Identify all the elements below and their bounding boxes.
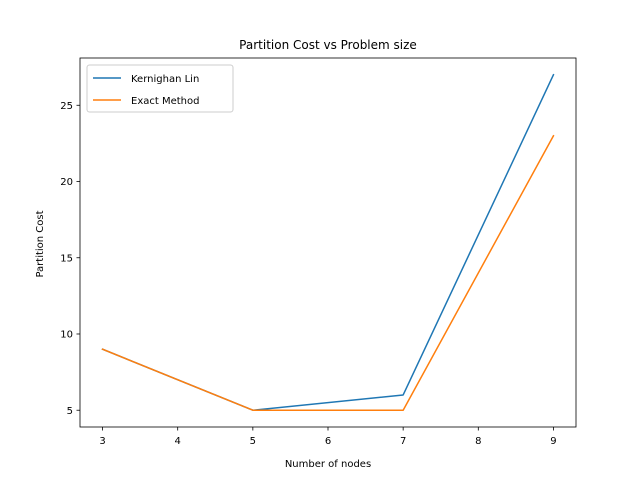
series-line-2 xyxy=(101,134,555,411)
plot-area: 3 4 5 6 7 8 9 5 10 15 20 25 xyxy=(60,57,577,447)
legend-label-2: Exact Method xyxy=(131,96,199,107)
legend-box xyxy=(86,64,234,113)
x-tick-label: 4 xyxy=(175,436,181,447)
y-tick-label: 5 xyxy=(67,406,73,417)
x-axis-label: Number of nodes xyxy=(285,459,371,470)
x-tick-label: 9 xyxy=(550,436,556,447)
y-tick-label: 15 xyxy=(60,253,73,264)
y-tick-label: 10 xyxy=(60,330,73,341)
legend-label-1: Kernighan Lin xyxy=(131,74,199,85)
y-axis-label: Partition Cost xyxy=(35,210,46,277)
y-tick-label: 20 xyxy=(60,177,73,188)
legend: Kernighan Lin Exact Method xyxy=(86,64,234,113)
y-tick-label: 25 xyxy=(60,101,73,112)
x-tick-label: 5 xyxy=(250,436,256,447)
chart-title: Partition Cost vs Problem size xyxy=(239,38,417,52)
x-tick-label: 8 xyxy=(475,436,481,447)
x-tick-label: 7 xyxy=(400,436,406,447)
x-tick-label: 3 xyxy=(99,436,105,447)
x-tick-label: 6 xyxy=(325,436,331,447)
